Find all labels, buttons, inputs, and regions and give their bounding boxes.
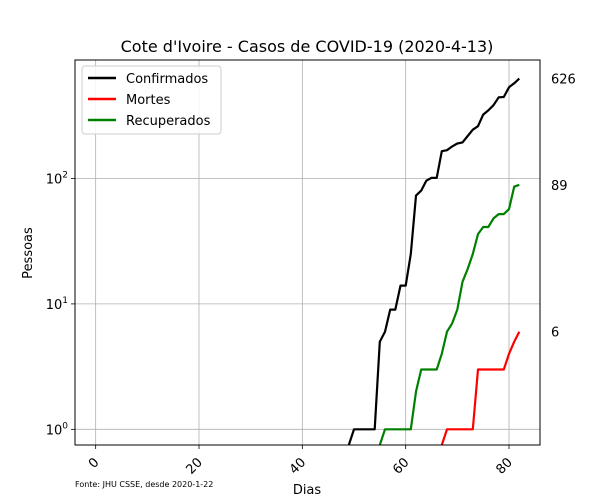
series-layer (347, 77, 521, 446)
y-tick-exponent: 1 (62, 296, 68, 306)
series-line-recuperados (378, 183, 520, 446)
end-label-confirmados: 626 (551, 73, 576, 88)
chart-title: Cote d'Ivoire - Casos de COVID-19 (2020-… (121, 37, 494, 56)
y-tick-label: 100 (46, 421, 69, 438)
plot-frame (74, 59, 541, 446)
legend-label-recuperados: Recuperados (126, 114, 211, 129)
series-line-confirmados (347, 77, 521, 446)
source-note: Fonte: JHU CSSE, desde 2020-1-22 (75, 480, 213, 489)
y-tick-base: 10 (46, 298, 63, 313)
y-tick-label: 101 (46, 296, 68, 313)
series-line-mortes (440, 331, 521, 446)
legend-label-confirmados: Confirmados (126, 72, 208, 87)
x-tick-label: 20 (184, 455, 206, 477)
x-axis-label: Dias (293, 483, 322, 498)
y-tick-exponent: 0 (62, 421, 68, 431)
y-tick-label: 102 (46, 170, 68, 187)
x-tick-label: 60 (390, 455, 412, 477)
end-label-recuperados: 89 (551, 179, 568, 194)
end-label-mortes: 6 (551, 326, 559, 341)
x-tick-label: 80 (494, 455, 516, 477)
y-axis-label: Pessoas (21, 227, 36, 279)
y-tick-base: 10 (46, 172, 63, 187)
legend-label-mortes: Mortes (126, 93, 171, 108)
legend-box (81, 65, 222, 135)
end-labels: 626 6 89 (551, 73, 576, 341)
x-tick-label: 40 (287, 455, 309, 477)
x-tick-label: 0 (86, 455, 102, 471)
legend: Confirmados Mortes Recuperados (81, 65, 222, 135)
y-tick-base: 10 (46, 423, 63, 438)
y-tick-exponent: 2 (62, 170, 68, 180)
